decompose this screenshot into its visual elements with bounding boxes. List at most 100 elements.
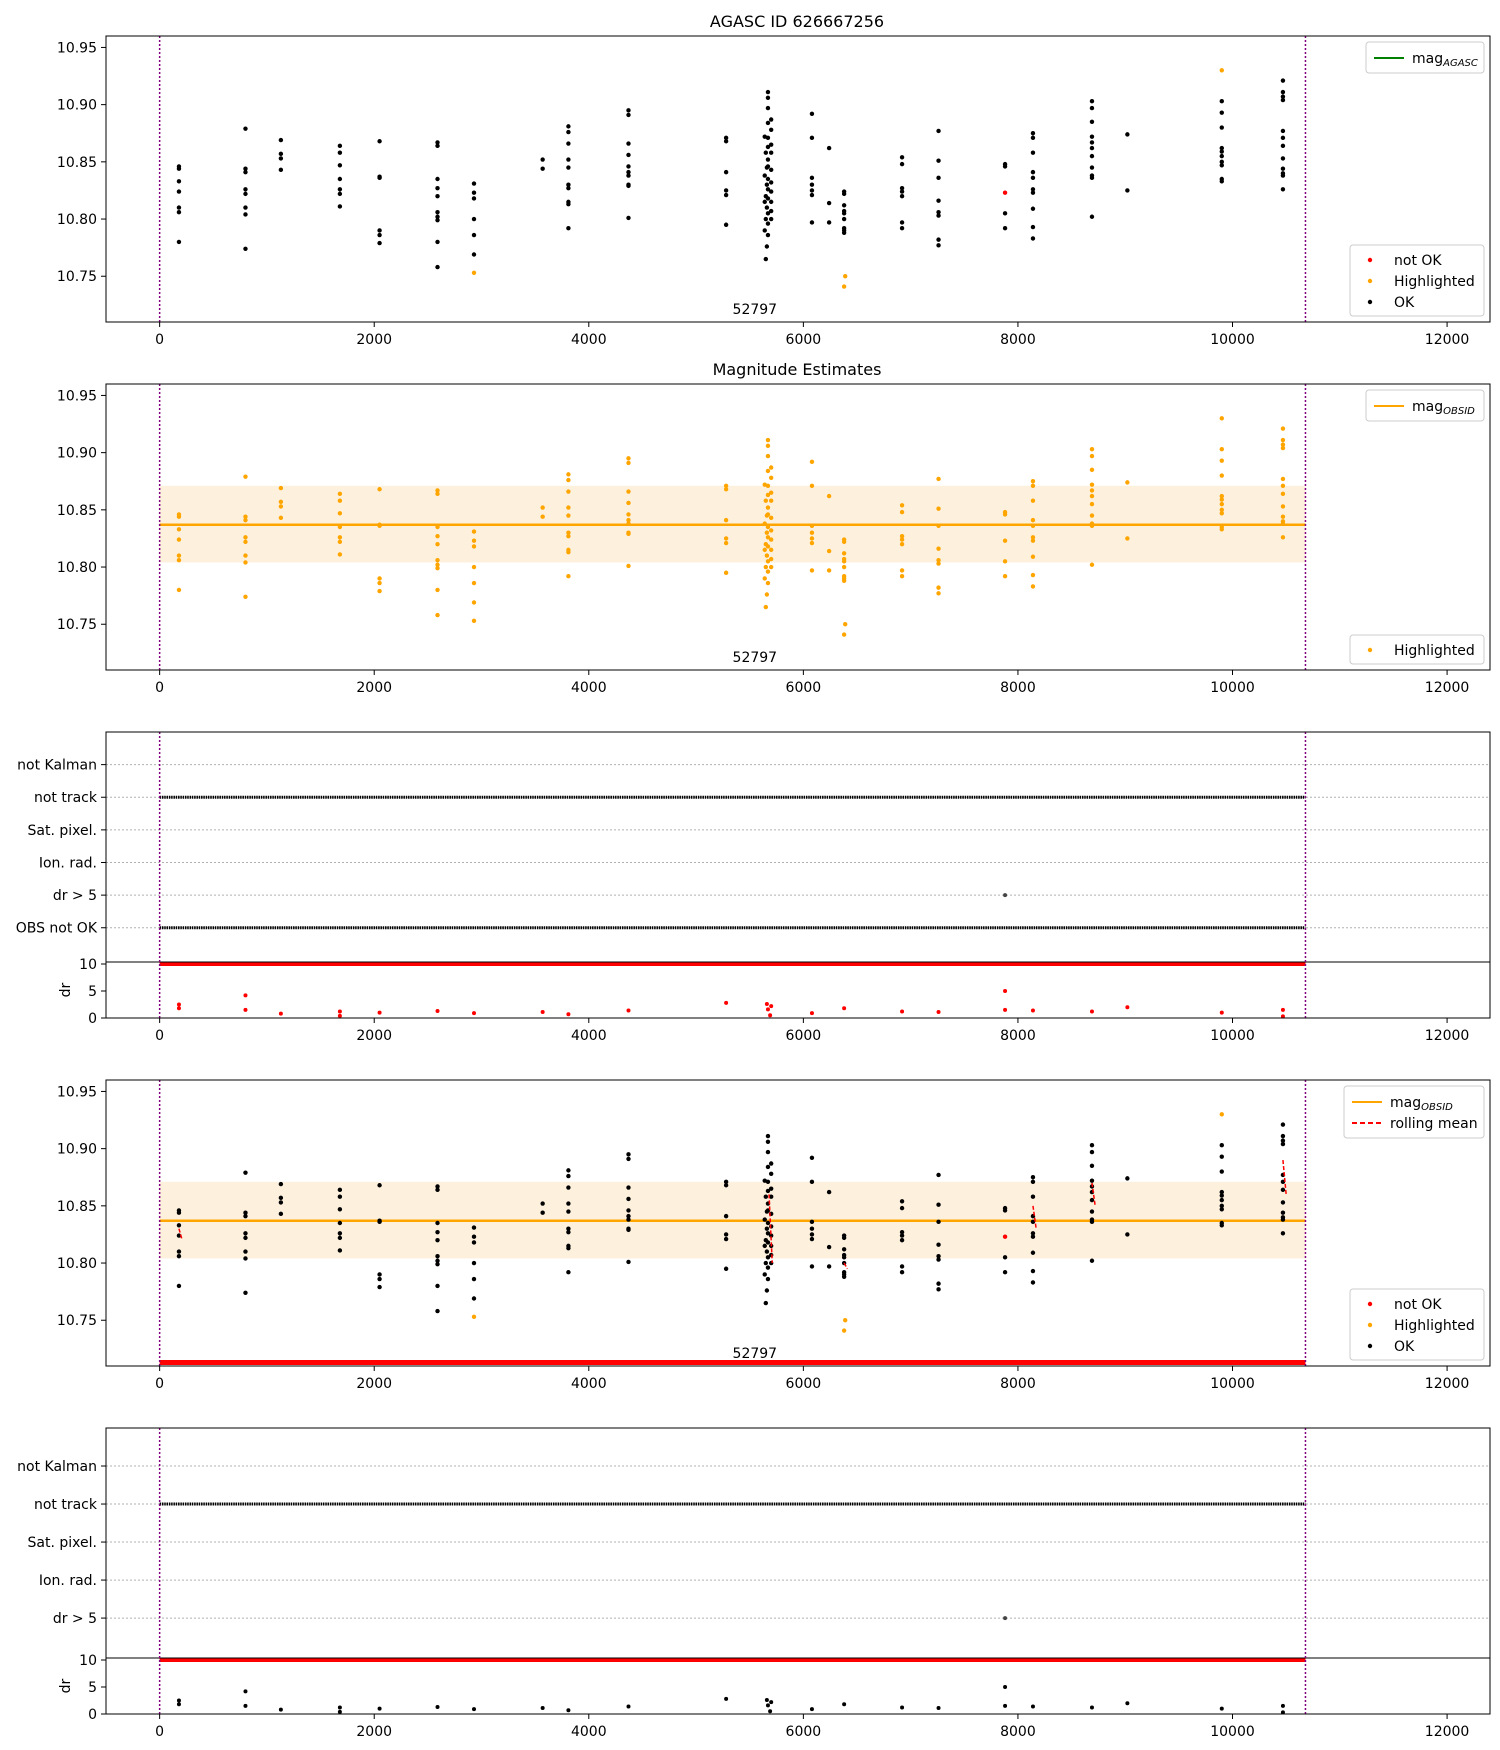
- ok-point: [337, 1194, 343, 1199]
- ok-point: [1280, 143, 1286, 149]
- ok-point: [278, 1195, 284, 1201]
- highlighted-point: [1219, 458, 1224, 463]
- highlighted-point: [377, 523, 382, 529]
- highlighted-point: [1030, 584, 1036, 589]
- ok-point: [176, 166, 182, 171]
- highlighted-point: [841, 564, 847, 570]
- ok-point: [566, 1229, 571, 1235]
- ok-point: [1089, 1163, 1095, 1169]
- ok-point: [765, 157, 771, 162]
- ok-point: [278, 151, 284, 157]
- ok-point: [936, 158, 941, 163]
- ok-point: [762, 1217, 767, 1222]
- highlighted-point: [471, 270, 477, 276]
- dr-point: [842, 1702, 847, 1707]
- highlighted-point: [471, 618, 477, 624]
- highlighted-point: [1280, 535, 1286, 540]
- ok-point: [435, 176, 440, 182]
- ok-point: [765, 1240, 771, 1245]
- x-tick-label: 10000: [1210, 1724, 1255, 1740]
- highlighted-point: [626, 500, 631, 506]
- highlighted-point: [243, 594, 248, 599]
- ok-point: [841, 216, 847, 222]
- dr-point: [936, 1010, 941, 1015]
- ok-point: [626, 112, 631, 118]
- highlighted-point: [243, 553, 248, 558]
- ok-point: [936, 1253, 941, 1259]
- ok-point: [764, 1249, 770, 1254]
- highlighted-point: [768, 564, 774, 570]
- ok-point: [899, 1237, 905, 1243]
- ok-point: [899, 161, 905, 167]
- highlighted-point: [765, 453, 771, 459]
- ok-point: [1030, 187, 1036, 192]
- ok-point: [435, 264, 440, 270]
- ok-point: [763, 256, 769, 262]
- highlighted-point: [899, 533, 905, 539]
- panel-2: [101, 383, 1491, 675]
- ok-point: [435, 1261, 440, 1267]
- ok-point: [626, 1208, 631, 1213]
- highlighted-point: [471, 538, 477, 543]
- x-tick-label: 0: [155, 1376, 164, 1392]
- ok-point: [1219, 1154, 1224, 1159]
- highlighted-point: [765, 468, 771, 474]
- x-tick-label: 6000: [786, 1376, 822, 1392]
- ok-point: [626, 1259, 631, 1265]
- ok-point: [471, 1225, 477, 1230]
- x-tick-label: 2000: [356, 680, 392, 696]
- y-tick-label: 10.95: [57, 1084, 97, 1100]
- highlighted-point: [1089, 562, 1095, 567]
- ok-point: [540, 1201, 545, 1206]
- dr-point: [764, 1001, 769, 1006]
- y-tick-label: 10.90: [57, 446, 97, 462]
- highlighted-point: [936, 557, 941, 563]
- ok-point: [1030, 206, 1036, 211]
- highlighted-point: [1125, 480, 1130, 485]
- ok-point: [435, 1253, 440, 1259]
- highlighted-point: [176, 557, 182, 563]
- ok-point: [1089, 119, 1095, 125]
- ok-point: [377, 1219, 382, 1225]
- highlighted-point: [566, 549, 571, 555]
- ok-point: [841, 203, 847, 208]
- ok-point: [763, 1260, 769, 1266]
- y-tick-label: 10.80: [57, 1256, 97, 1272]
- ok-point: [626, 215, 631, 221]
- ok-point: [377, 139, 382, 144]
- ok-point: [566, 165, 571, 170]
- dr-flag-point: [1003, 1616, 1008, 1621]
- dr-point: [1003, 1685, 1008, 1689]
- ok-point: [626, 1185, 631, 1190]
- dr-tick-label: 5: [88, 984, 97, 1000]
- ok-point: [566, 1201, 571, 1206]
- ok-point: [1125, 1232, 1130, 1237]
- ok-point: [765, 1265, 771, 1270]
- highlighted-point: [1030, 479, 1036, 484]
- highlighted-point: [626, 531, 631, 537]
- ok-point: [723, 192, 729, 198]
- legend-upper: [1365, 389, 1485, 422]
- ok-point: [337, 191, 343, 197]
- ok-point: [377, 232, 382, 238]
- ok-point: [1089, 1219, 1095, 1225]
- x-tick-label: 0: [155, 1724, 164, 1740]
- category-label: not Kalman: [17, 1459, 97, 1475]
- ok-point: [435, 193, 440, 199]
- highlighted-point: [243, 517, 248, 523]
- ok-point: [337, 163, 343, 168]
- y-tick-label: 10.75: [57, 1313, 97, 1329]
- ok-point: [936, 128, 941, 134]
- highlighted-point: [566, 513, 571, 518]
- ok-point: [566, 1185, 571, 1190]
- not-ok-point: [1002, 1234, 1008, 1239]
- ok-point: [1030, 135, 1036, 141]
- highlighted-point: [764, 553, 770, 558]
- rolling-mean-segment: [768, 1194, 774, 1264]
- legend-lower: [1349, 1288, 1485, 1361]
- ok-point: [768, 199, 774, 205]
- ok-point: [936, 1287, 941, 1292]
- highlighted-point: [471, 600, 477, 605]
- highlighted-point: [765, 524, 771, 530]
- y-tick-label: 10.75: [57, 269, 97, 285]
